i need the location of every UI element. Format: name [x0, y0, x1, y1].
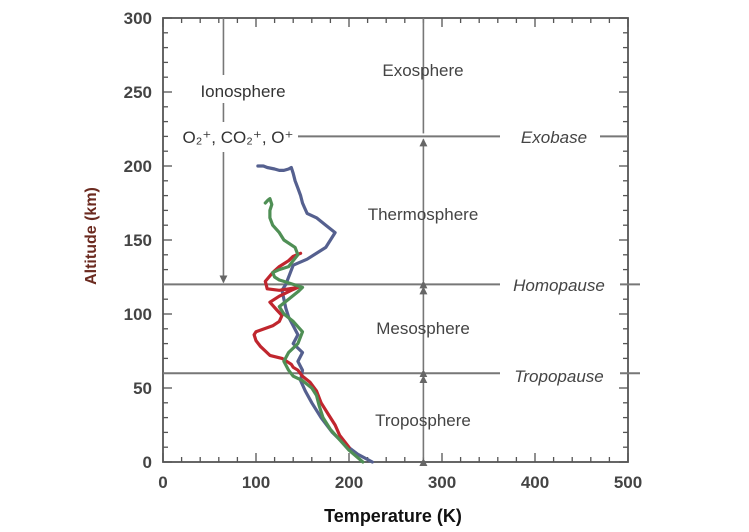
x-tick-label: 0 [158, 473, 167, 492]
y-tick-label: 50 [133, 379, 152, 398]
series-line-2 [252, 251, 351, 449]
region-label-troposphere: Troposphere [375, 411, 471, 430]
series-line-1 [256, 164, 374, 464]
y-tick-label: 200 [124, 157, 152, 176]
region-label-exosphere: Exosphere [382, 61, 463, 80]
axis-ticks [162, 17, 629, 463]
y-tick-label: 300 [124, 9, 152, 28]
boundary-lines [163, 135, 640, 375]
x-tick-label: 200 [335, 473, 363, 492]
region-label-mesosphere: Mesosphere [376, 319, 470, 338]
boundary-label-exobase: Exobase [521, 128, 587, 147]
x-tick-label: 500 [614, 473, 642, 492]
x-tick-label: 300 [428, 473, 456, 492]
y-tick-label: 150 [124, 231, 152, 250]
y-tick-label: 0 [143, 453, 152, 472]
boundary-label-homopause: Homopause [513, 276, 605, 295]
series-line-3 [263, 197, 365, 464]
y-axis-title: Altitude (km) [83, 187, 100, 285]
y-tick-label: 250 [124, 83, 152, 102]
region-arrows [219, 18, 428, 466]
ion-species-label: O₂⁺, CO₂⁺, O⁺ [183, 128, 294, 147]
x-tick-label: 400 [521, 473, 549, 492]
x-tick-label: 100 [242, 473, 270, 492]
region-label-thermosphere: Thermosphere [368, 205, 479, 224]
boundary-label-tropopause: Tropopause [514, 367, 603, 386]
series-lines [252, 164, 374, 464]
ionosphere-label: Ionosphere [200, 82, 285, 101]
x-axis-title: Temperature (K) [324, 506, 462, 526]
y-tick-label: 100 [124, 305, 152, 324]
